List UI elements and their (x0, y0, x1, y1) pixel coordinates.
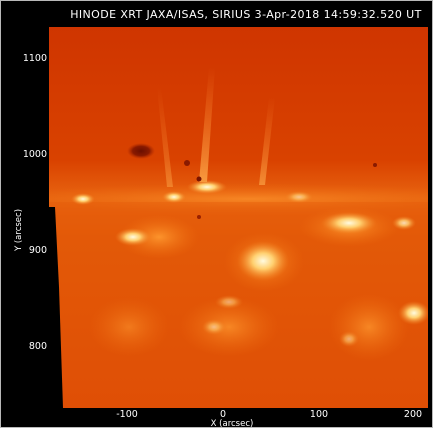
x-tick-200: 200 (403, 409, 423, 420)
y-tick-800: 800 (28, 341, 47, 352)
x-tick-0: 0 (219, 409, 227, 420)
solar-xray-image (49, 27, 428, 408)
y-tick-1000: 1000 (22, 149, 47, 160)
x-axis-label: X (arcsec) (210, 419, 254, 429)
y-tick-900: 900 (28, 245, 47, 256)
y-tick-1100: 1100 (22, 53, 47, 64)
x-tick-minus100: -100 (116, 409, 138, 420)
x-tick-100: 100 (309, 409, 329, 420)
image-title: HINODE XRT JAXA/ISAS, SIRIUS 3-Apr-2018 … (70, 8, 422, 21)
